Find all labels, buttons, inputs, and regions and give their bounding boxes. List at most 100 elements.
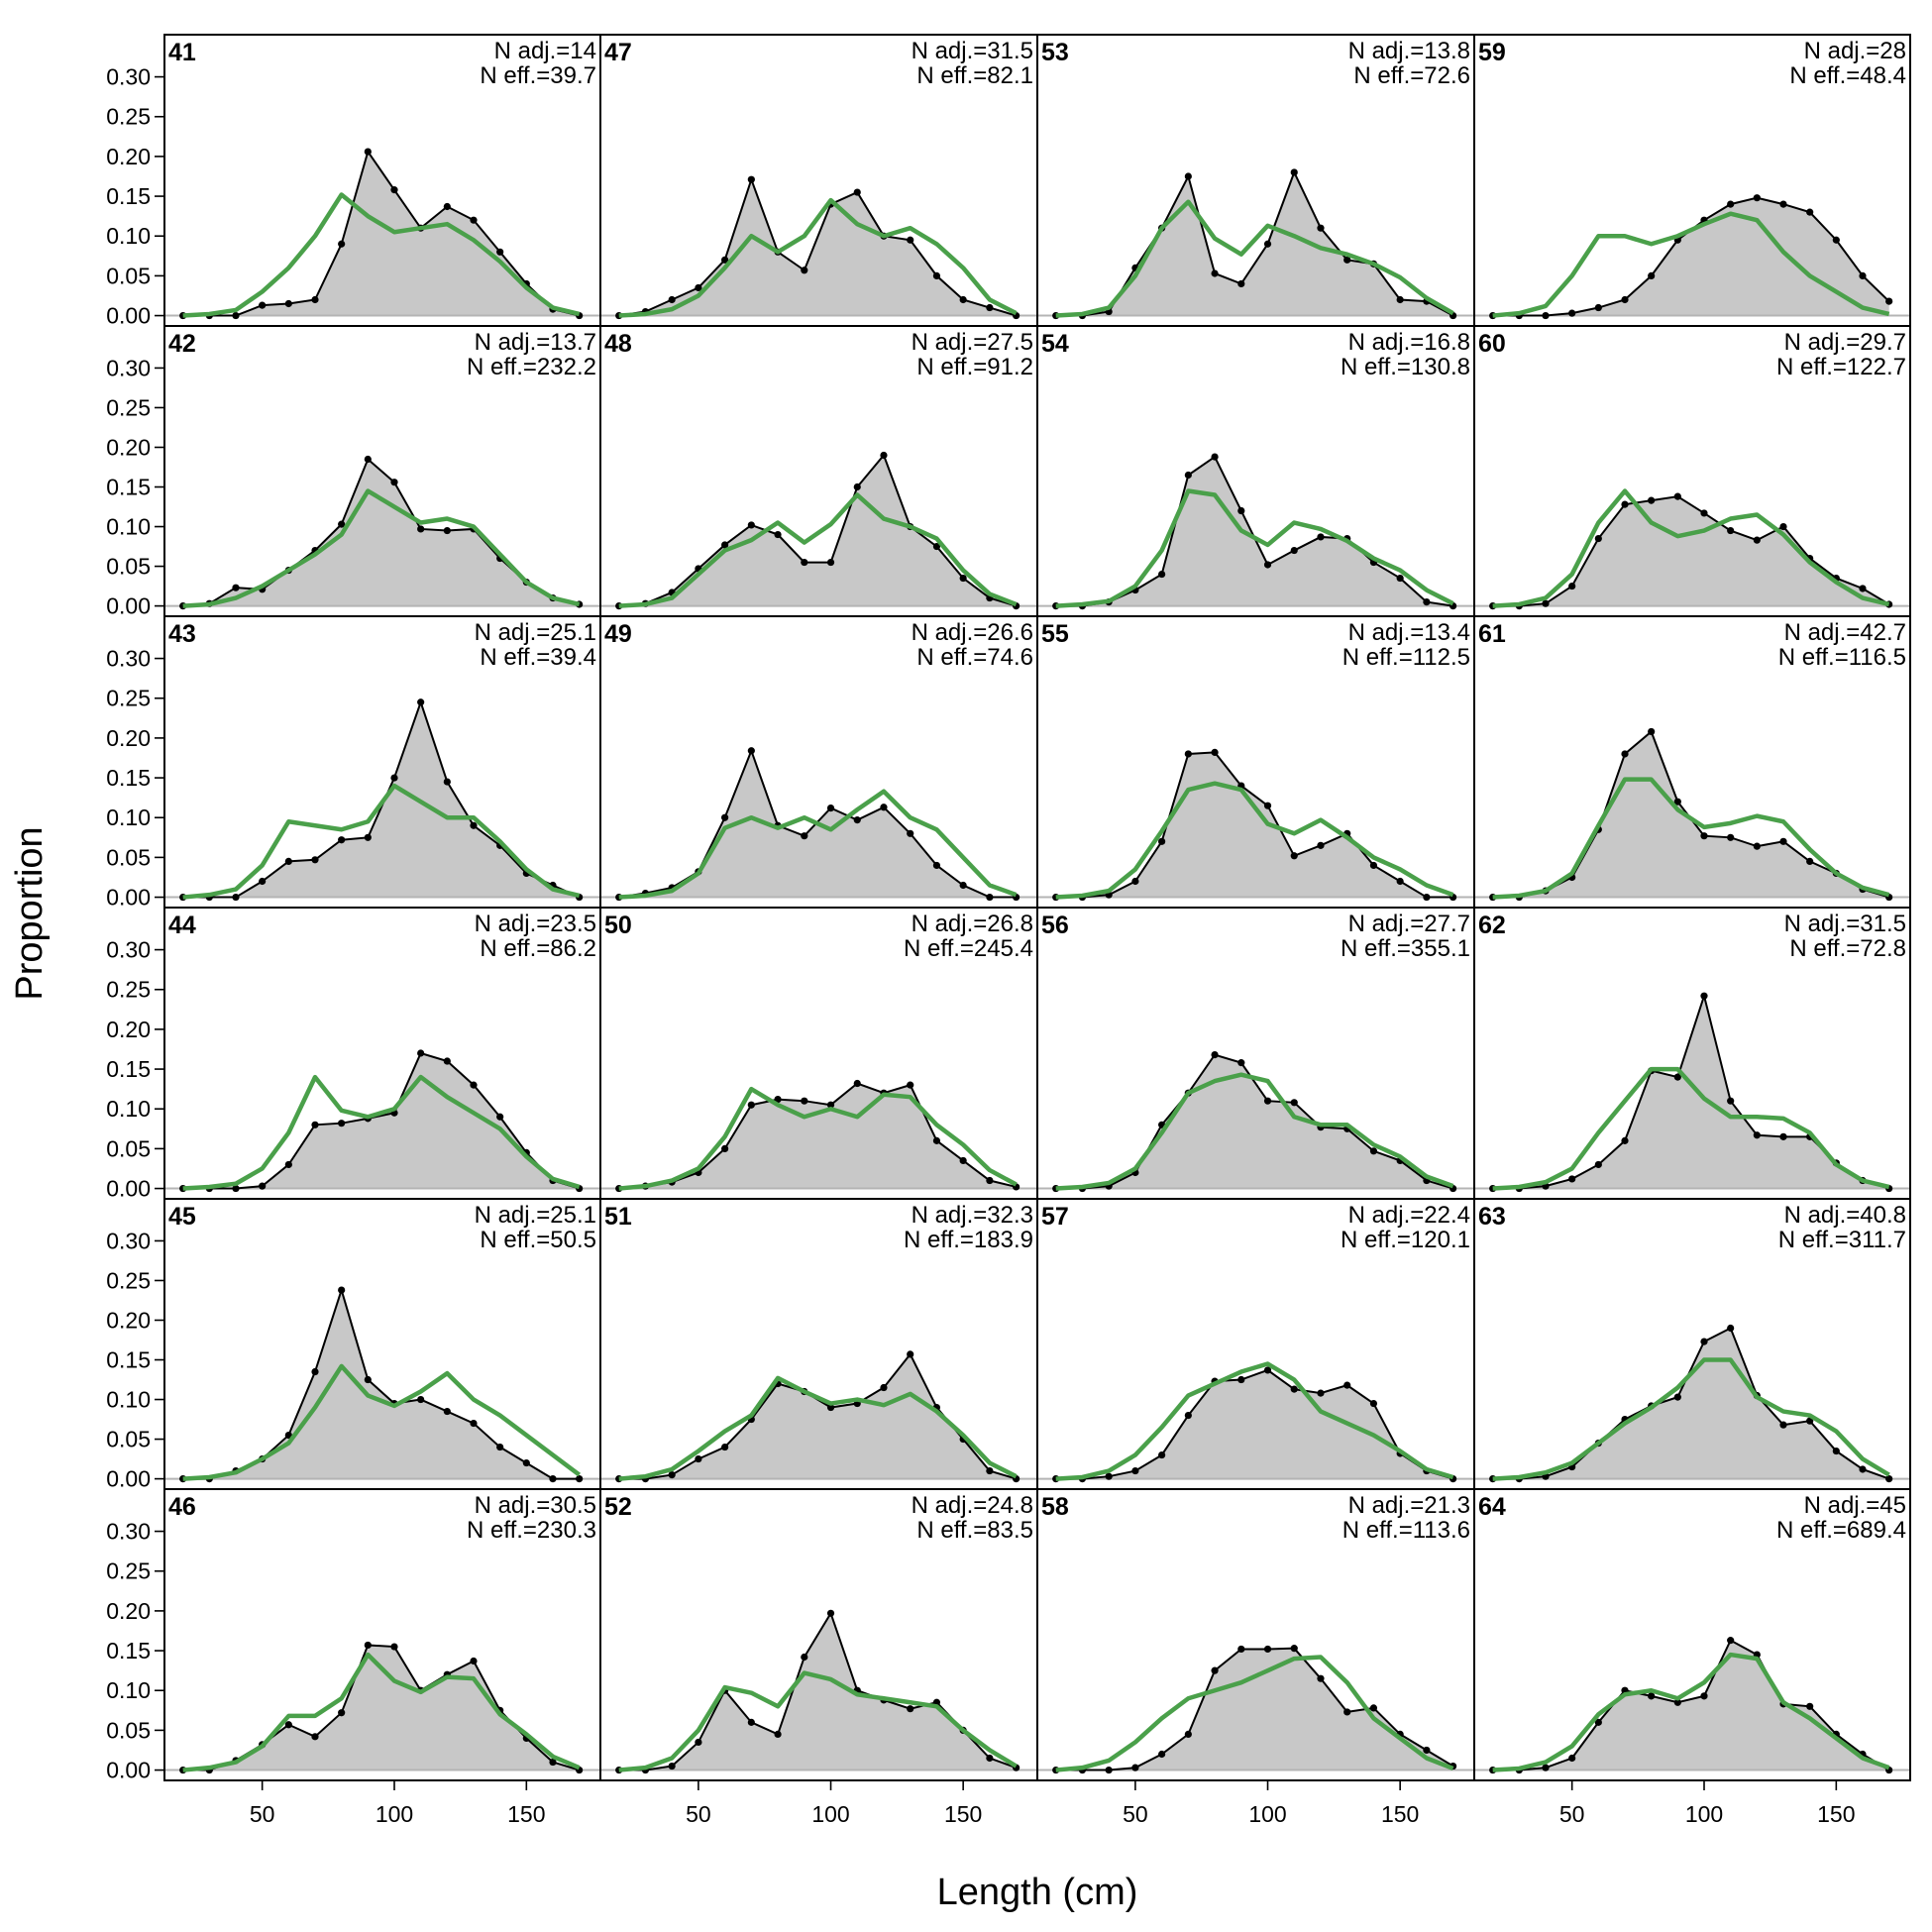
panel-n-eff: N eff.=232.2 (467, 354, 596, 380)
expected-line (1055, 199, 1454, 318)
y-tick-label: 0.00 (106, 1466, 151, 1492)
observed-line (1055, 1053, 1453, 1190)
observed-point (1131, 1764, 1139, 1771)
observed-point (668, 1470, 676, 1479)
panel-n-eff: N eff.=311.7 (1778, 1227, 1906, 1253)
panel-n-adj: N adj.=40.8 (1784, 1202, 1906, 1229)
observed-point (932, 1136, 941, 1144)
panel-id: 44 (168, 912, 196, 939)
y-tick-label: 0.10 (106, 1387, 151, 1413)
observed-point (986, 893, 994, 902)
observed-area (182, 1290, 580, 1479)
panel-n-adj: N adj.=42.7 (1784, 619, 1906, 646)
observed-area (1055, 1369, 1453, 1479)
observed-point (1673, 492, 1681, 500)
observed-point (549, 1474, 557, 1483)
observed-point (747, 175, 755, 183)
observed-point (1369, 1147, 1378, 1155)
observed-point (1317, 224, 1325, 232)
panel-n-eff: N eff.=122.7 (1776, 354, 1906, 380)
panels: 41 N adj.=14N eff.=39.7 0.00 0.05 0.10 0.15 0.… (106, 34, 1911, 1827)
panel-id: 50 (604, 912, 632, 939)
observed-point (1396, 877, 1404, 886)
y-tick-label: 0.25 (106, 977, 151, 1003)
observed-point (826, 804, 835, 812)
observed-point (1290, 1385, 1298, 1393)
observed-point (1343, 1381, 1351, 1389)
x-tick-label: 50 (1559, 1801, 1585, 1827)
observed-point (417, 698, 425, 706)
observed-point (1211, 1051, 1219, 1059)
observed-point (1369, 1704, 1378, 1712)
observed-point (338, 1286, 346, 1294)
observed-point (853, 1079, 861, 1088)
observed-point (1317, 841, 1325, 849)
panel-n-eff: N eff.=120.1 (1341, 1227, 1470, 1253)
expected-line (182, 488, 581, 608)
panel-43: 43 N adj.=25.1N eff.=39.4 0.00 0.05 0.10 0.15… (106, 615, 601, 911)
observed-point (668, 295, 676, 304)
panel-id: 59 (1478, 39, 1506, 66)
observed-point (695, 1738, 702, 1747)
panel-n-eff: N eff.=183.9 (904, 1227, 1033, 1253)
observed-point (1648, 727, 1656, 736)
x-tick-label: 100 (376, 1801, 413, 1827)
panel-id: 63 (1478, 1203, 1506, 1231)
panel-id: 49 (604, 620, 632, 648)
observed-point (959, 574, 967, 583)
observed-area (182, 1053, 580, 1189)
observed-area (1492, 1640, 1889, 1771)
observed-point (1184, 750, 1192, 758)
panel-n-eff: N eff.=245.4 (904, 935, 1033, 962)
panel-n-eff: N eff.=74.6 (916, 644, 1033, 671)
observed-point (284, 857, 292, 866)
observed-point (364, 148, 372, 156)
y-tick-label: 0.05 (106, 1717, 151, 1743)
panel-45: 45 N adj.=25.1N eff.=50.5 0.00 0.05 0.10 0.15… (106, 1198, 601, 1492)
panel-n-adj: N adj.=31.5 (1784, 911, 1906, 937)
observed-point (907, 829, 914, 837)
panel-58: 58 N adj.=21.3N eff.=113.6 50 100 150 (1036, 1488, 1475, 1827)
expected-line (618, 1375, 1018, 1481)
panel-n-adj: N adj.=13.4 (1348, 619, 1470, 646)
panel-n-eff: N eff.=689.4 (1776, 1517, 1906, 1544)
observed-point (907, 1350, 914, 1358)
observed-point (1158, 1450, 1166, 1459)
observed-area (182, 152, 580, 316)
observed-point (522, 1458, 530, 1467)
panel-id: 48 (604, 330, 632, 358)
observed-point (443, 1057, 451, 1065)
observed-point (1317, 1389, 1325, 1397)
observed-point (1184, 1730, 1192, 1739)
observed-point (496, 1443, 504, 1451)
observed-point (1700, 1338, 1708, 1345)
observed-point (880, 1383, 888, 1392)
observed-point (1423, 1746, 1431, 1755)
observed-line (618, 453, 1017, 607)
observed-point (443, 202, 451, 211)
observed-point (470, 1081, 478, 1089)
expected-line (182, 1652, 581, 1772)
panel-n-eff: N eff.=72.8 (1789, 935, 1906, 962)
y-tick-label: 0.25 (106, 394, 151, 420)
panel-n-eff: N eff.=113.6 (1342, 1517, 1470, 1544)
y-tick-label: 0.10 (106, 514, 151, 540)
observed-area (618, 1613, 1017, 1771)
panel-n-eff: N eff.=86.2 (480, 935, 596, 962)
observed-point (470, 216, 478, 224)
observed-point (417, 1049, 425, 1057)
panel-n-adj: N adj.=14 (494, 38, 596, 64)
observed-point (1727, 833, 1735, 841)
panel-n-eff: N eff.=116.5 (1778, 644, 1906, 671)
y-tick-label: 0.00 (106, 303, 151, 329)
panel-id: 41 (168, 39, 196, 66)
y-tick-label: 0.30 (106, 646, 151, 672)
expected-line (182, 1074, 581, 1191)
panel-n-eff: N eff.=72.6 (1353, 62, 1470, 89)
observed-point (1237, 1059, 1245, 1067)
expected-line (618, 1086, 1018, 1191)
observed-point (1237, 1645, 1245, 1654)
y-tick-label: 0.05 (106, 1427, 151, 1452)
observed-line (618, 176, 1017, 317)
observed-area (618, 1353, 1017, 1479)
